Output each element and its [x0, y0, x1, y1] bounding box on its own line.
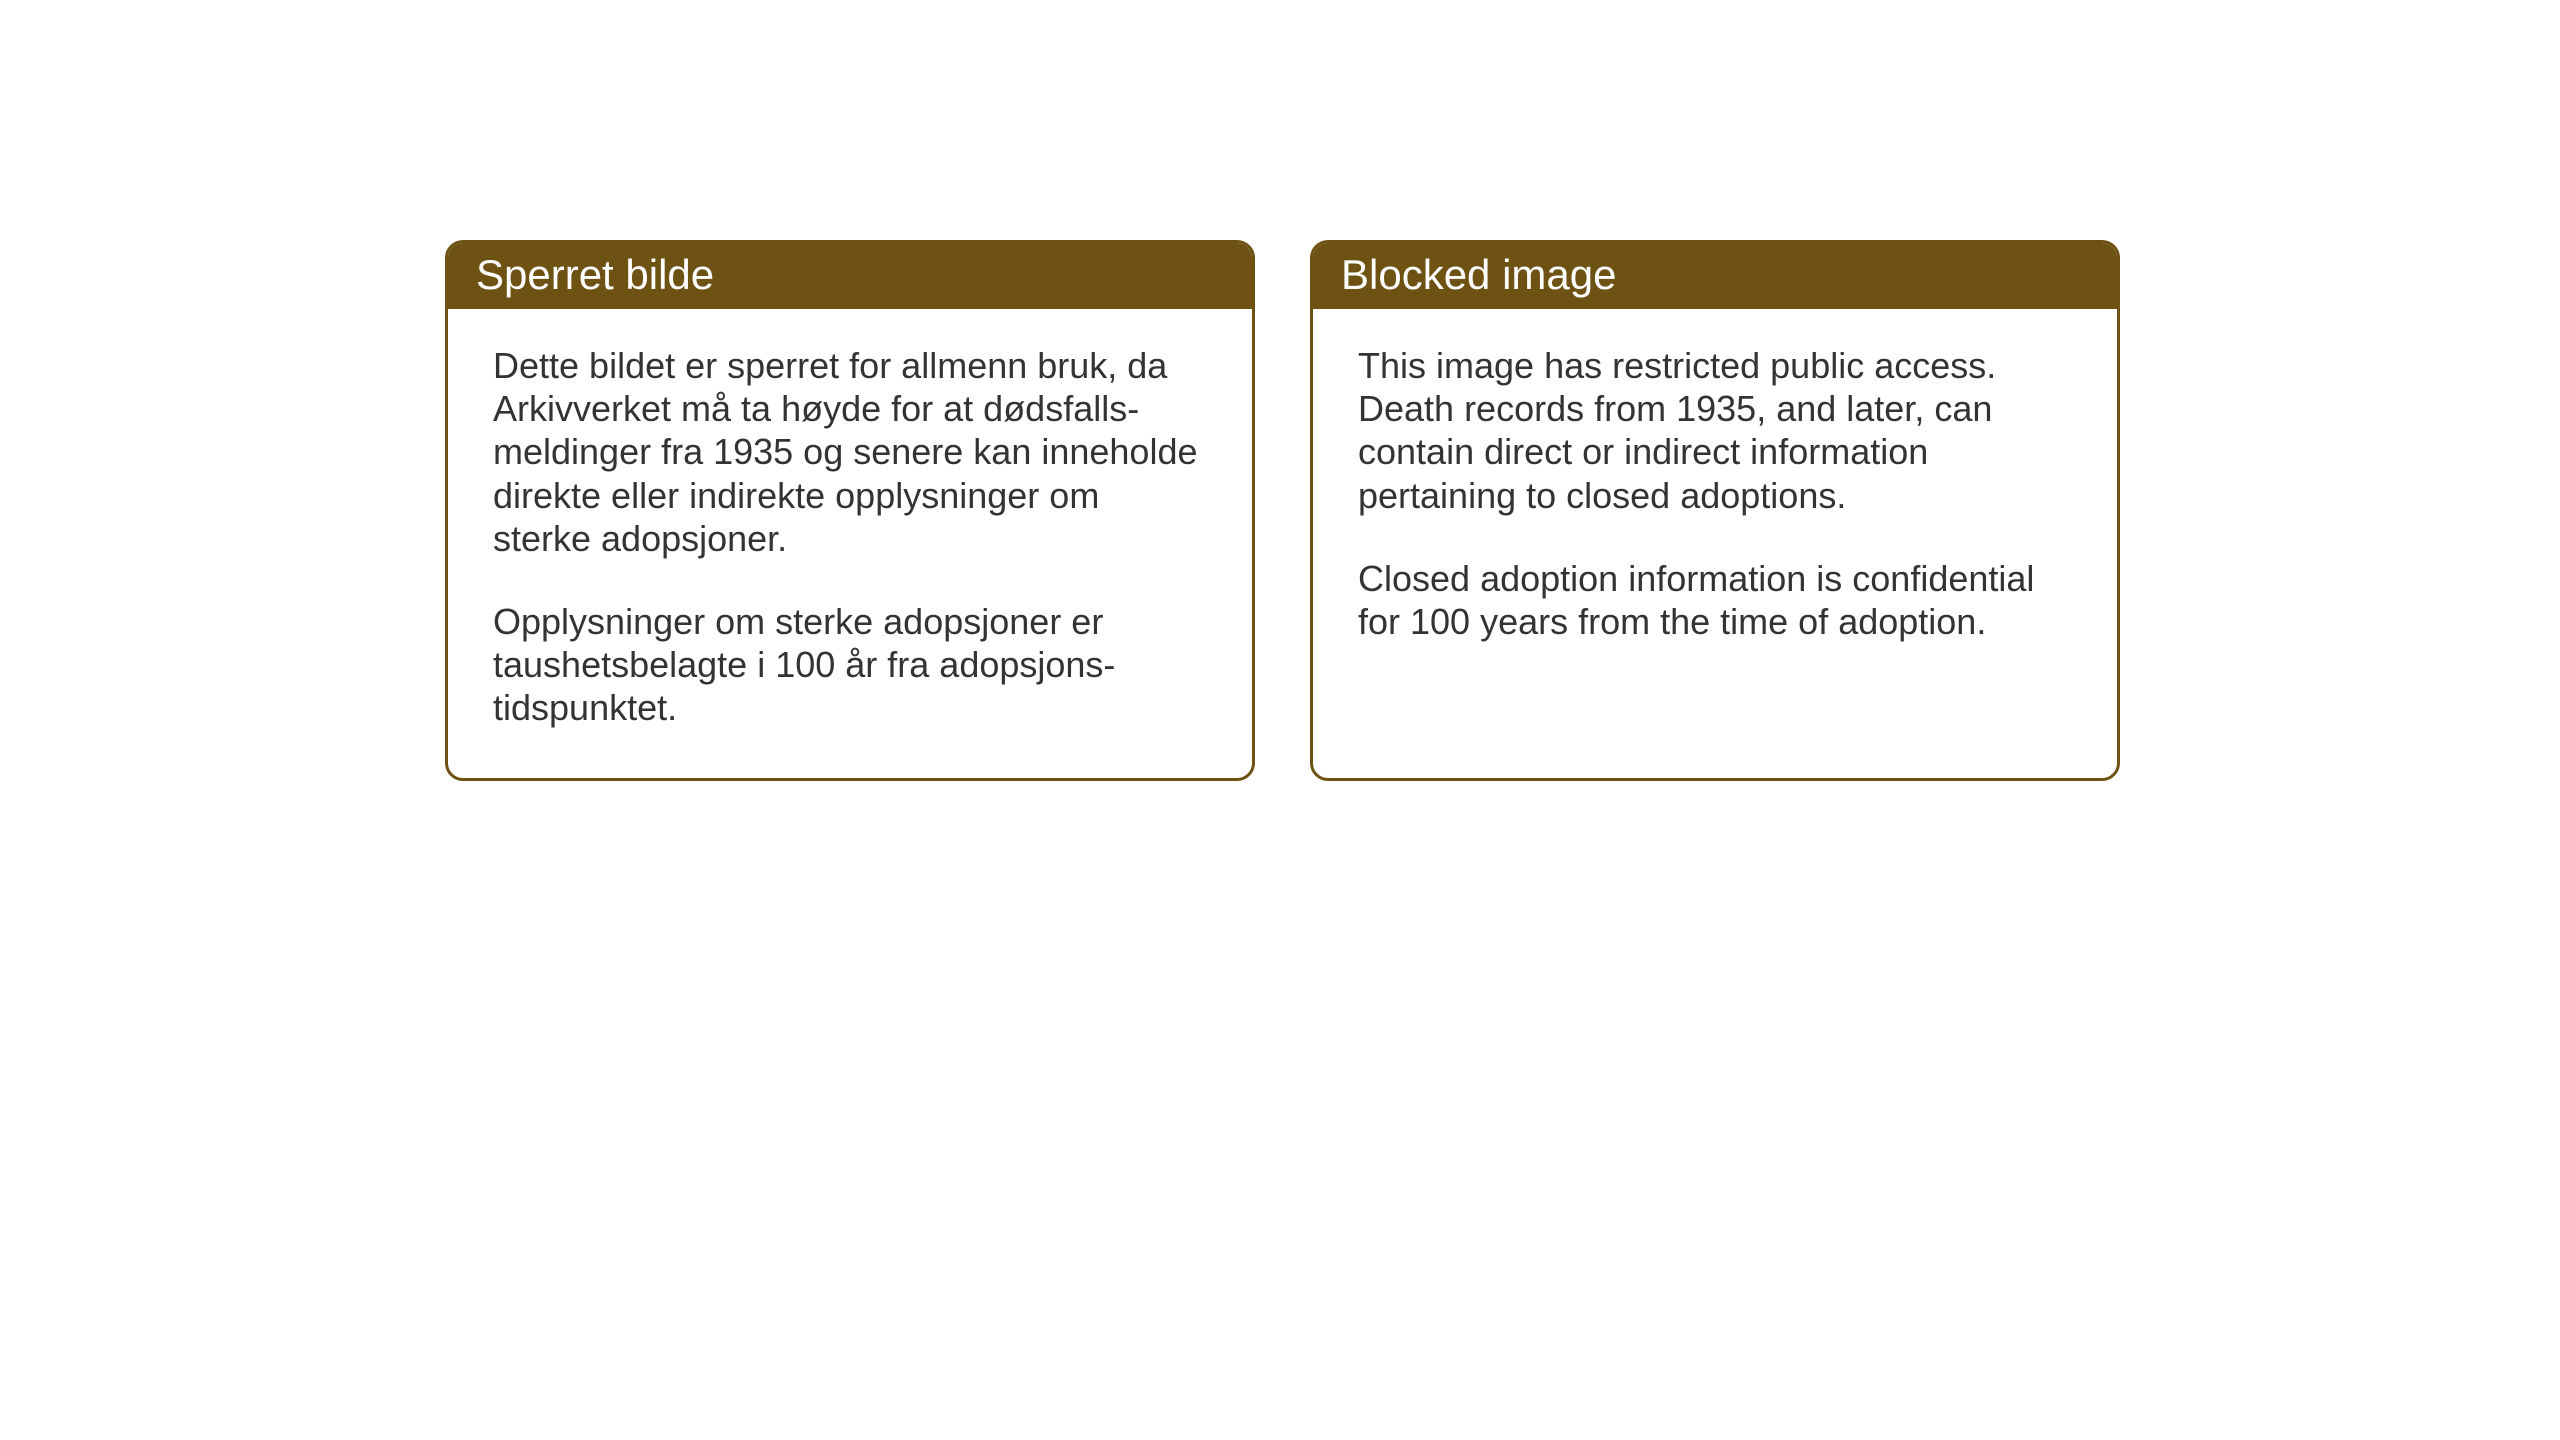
norwegian-card-body: Dette bildet er sperret for allmenn bruk…: [448, 309, 1252, 778]
english-card: Blocked image This image has restricted …: [1310, 240, 2120, 781]
english-paragraph-1: This image has restricted public access.…: [1358, 344, 2072, 517]
norwegian-paragraph-2: Opplysninger om sterke adopsjoner er tau…: [493, 600, 1207, 730]
english-card-body: This image has restricted public access.…: [1313, 309, 2117, 691]
norwegian-card-title: Sperret bilde: [448, 243, 1252, 309]
english-card-title: Blocked image: [1313, 243, 2117, 309]
norwegian-paragraph-1: Dette bildet er sperret for allmenn bruk…: [493, 344, 1207, 560]
english-paragraph-2: Closed adoption information is confident…: [1358, 557, 2072, 643]
norwegian-card: Sperret bilde Dette bildet er sperret fo…: [445, 240, 1255, 781]
cards-container: Sperret bilde Dette bildet er sperret fo…: [0, 0, 2560, 781]
